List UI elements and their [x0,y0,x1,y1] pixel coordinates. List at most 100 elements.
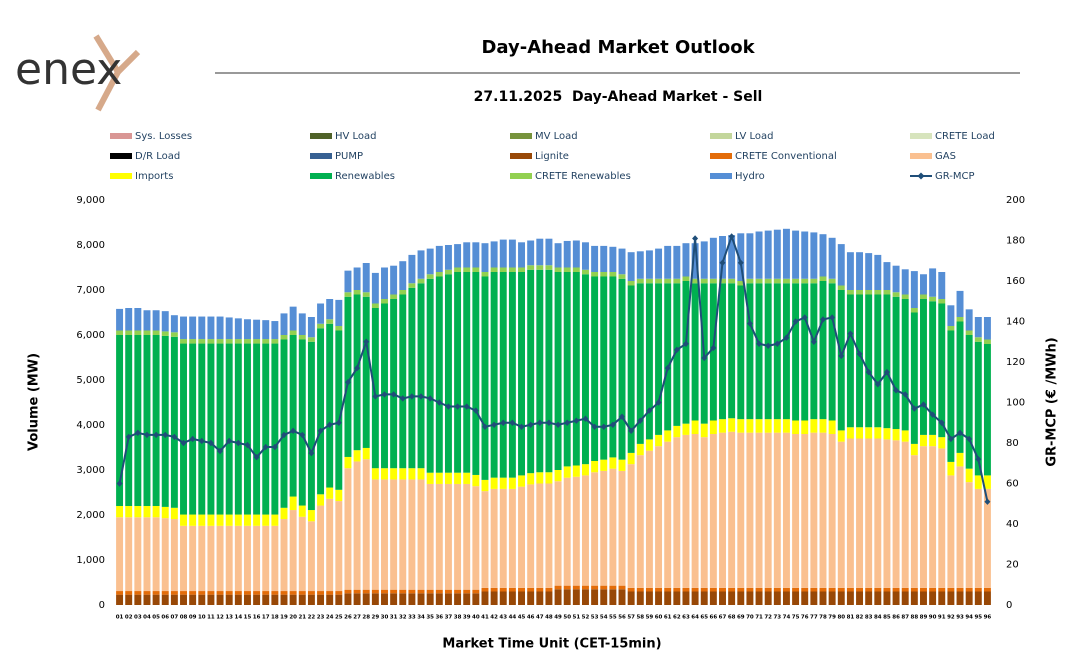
x-tick-label: 75 [792,615,800,621]
bar-segment [390,468,398,480]
bar-segment [600,470,608,586]
bar-segment [161,331,169,336]
mcp-marker [509,419,516,426]
bar-segment [225,594,233,605]
x-tick-label: 83 [865,615,873,621]
bar-segment [225,343,233,515]
bar-segment [143,310,151,331]
bar-segment [271,339,279,344]
bar-segment [189,525,197,592]
bar-segment [371,593,379,605]
mcp-marker [893,387,900,394]
bar-segment [481,276,489,480]
bar-segment [426,278,434,473]
bar-segment [600,459,608,471]
bar-segment [134,506,142,518]
mcp-marker [591,423,598,431]
x-tick-label: 54 [600,615,608,621]
bar-segment [782,419,790,433]
bar-segment [189,339,197,344]
bar-segment [326,594,334,605]
bar-segment [929,301,937,435]
bar-segment [463,589,471,594]
bar-segment [271,591,279,595]
bar-segment [618,248,626,275]
bar-segment [444,472,452,484]
bar-segment [116,591,124,595]
bar-segment [243,339,251,344]
bar-segment [582,269,589,275]
bar-segment [125,594,133,605]
bar-segment [764,587,772,592]
legend-entry: HV Load [310,131,377,142]
bar-segment [810,591,818,605]
bar-segment [381,303,388,469]
bar-segment [390,589,398,594]
bar-segment [664,245,672,279]
x-tick-label: 94 [965,615,973,621]
mcp-marker [271,443,278,451]
mcp-marker [902,391,909,398]
bar-segment [929,446,937,588]
bar-segment [892,587,900,592]
bar-segment [828,283,836,421]
mcp-marker [472,407,479,414]
bar-segment [627,252,635,281]
bar-segment [262,514,270,526]
legend-label: HV Load [335,131,377,142]
bar-segment [938,299,946,304]
bar-segment [189,316,197,340]
x-tick-label: 71 [755,615,763,621]
x-tick-label: 15 [244,615,252,621]
bar-segment [572,240,580,268]
legend-label: Renewables [335,171,395,182]
y2-tick-label: 40 [1006,519,1019,530]
bar-segment [225,525,233,592]
bar-segment [782,587,790,592]
bar-segment [161,311,169,332]
x-tick-label: 80 [837,615,845,621]
bar-segment [253,343,261,515]
bar-segment [426,248,434,275]
bar-segment [216,591,224,595]
legend-label: CRETE Conventional [735,151,837,162]
bar-segment [152,517,160,592]
logo-mark [115,49,141,75]
bar-segment [737,419,745,433]
bar-segment [682,434,690,588]
bar-segment [508,587,516,592]
bar-segment [116,506,124,518]
x-tick-label: 43 [499,615,507,621]
bar-segment [828,434,836,588]
bar-segment [399,589,407,594]
bar-segment [289,496,297,511]
bar-segment [974,317,982,338]
bar-segment [700,437,708,588]
bar-segment [408,479,416,590]
x-tick-label: 73 [773,615,781,621]
bar-segment [947,587,955,592]
logo: enex [15,34,141,112]
bar-segment [180,594,187,605]
bar-segment [499,587,507,592]
bar-segment [262,525,270,592]
bar-segment [983,591,991,605]
bar-segment [298,335,306,340]
x-tick-label: 33 [408,615,416,621]
bar-segment [719,432,726,588]
bar-segment [746,587,754,592]
legend-entry: Sys. Losses [110,131,192,142]
bar-segment [280,335,288,340]
x-tick-label: 66 [710,615,718,621]
bar-segment [673,591,681,605]
bar-segment [691,283,699,421]
bar-segment [819,276,827,281]
bar-segment [344,296,352,457]
y-tick-label: 6,000 [76,330,105,341]
mcp-marker [874,381,881,388]
bar-segment [901,587,909,592]
legend-swatch [110,133,132,139]
bar-segment [554,481,562,586]
bar-segment [381,589,388,594]
bar-segment [837,587,845,592]
